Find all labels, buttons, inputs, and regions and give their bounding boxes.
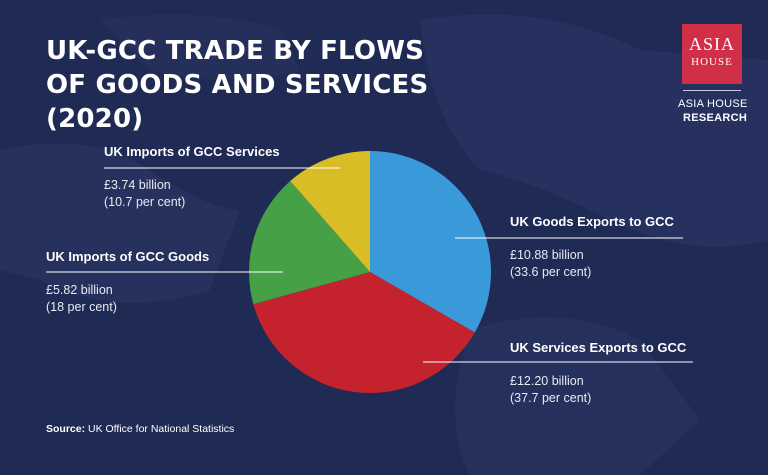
- logo-divider: [683, 90, 741, 91]
- slice-share: (18 per cent): [46, 300, 117, 314]
- brand-unit: RESEARCH: [683, 112, 748, 124]
- slice-share: (33.6 per cent): [510, 265, 592, 279]
- source-label: Source:: [46, 423, 86, 435]
- source-text: UK Office for National Statistics: [88, 423, 235, 435]
- slice-label-goods-exports: UK Goods Exports to GCC £10.88 billion (…: [510, 214, 674, 281]
- slice-value: £12.20 billion: [510, 374, 584, 388]
- slice-name: UK Services Exports to GCC: [510, 340, 687, 355]
- pie-slice: [290, 151, 370, 272]
- brand-name: ASIA HOUSE: [678, 98, 748, 110]
- slice-name: UK Imports of GCC Services: [104, 144, 280, 159]
- slice-value: £5.82 billion: [46, 283, 113, 297]
- source-note: Source: UK Office for National Statistic…: [46, 423, 234, 435]
- slice-label-goods-imports: UK Imports of GCC Goods £5.82 billion (1…: [46, 249, 209, 316]
- slice-label-services-exports: UK Services Exports to GCC £12.20 billio…: [510, 340, 686, 407]
- pie-slice: [253, 272, 475, 393]
- slice-label-services-imports: UK Imports of GCC Services £3.74 billion…: [104, 144, 280, 211]
- pie-slice: [370, 151, 491, 333]
- pie-slice: [249, 181, 370, 305]
- asia-house-logo: ASIA HOUSE: [682, 24, 742, 84]
- slice-share: (10.7 per cent): [104, 195, 186, 209]
- slice-value: £3.74 billion: [104, 178, 171, 192]
- slice-name: UK Goods Exports to GCC: [510, 214, 674, 229]
- slice-value: £10.88 billion: [510, 248, 584, 262]
- page-title: UK-GCC TRADE BY FLOWS OF GOODS AND SERVI…: [46, 36, 429, 134]
- slice-share: (37.7 per cent): [510, 391, 592, 405]
- slice-name: UK Imports of GCC Goods: [46, 249, 210, 264]
- logo-line-2: HOUSE: [691, 56, 733, 68]
- logo-line-1: ASIA: [688, 34, 735, 54]
